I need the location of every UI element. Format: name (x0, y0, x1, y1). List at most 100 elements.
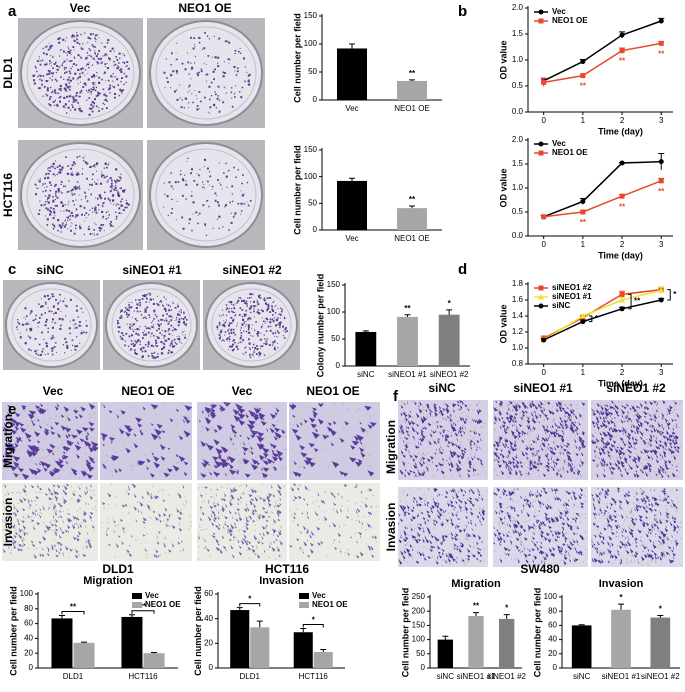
y-tick-label: 0 (29, 663, 34, 672)
legend-label: siNEO1 #2 (552, 283, 592, 292)
y-tick-label: 1.4 (512, 311, 524, 320)
x-tick-label: 2 (620, 240, 625, 249)
column-label: siNC (36, 263, 64, 277)
x-tick-label: siNC (437, 672, 455, 681)
dish-rim (155, 148, 257, 242)
point (619, 297, 626, 303)
error-bar (409, 205, 415, 209)
y-tick-label: 0 (313, 225, 318, 234)
dish (5, 282, 98, 368)
y-tick-label: 40 (204, 614, 213, 623)
significance-bracket (239, 603, 261, 607)
significance-label: ** (409, 195, 416, 204)
dish-rim (211, 288, 292, 362)
error-bar (618, 603, 624, 610)
bar (438, 314, 460, 366)
y-tick-label: 60 (24, 619, 33, 628)
cells (398, 400, 483, 478)
error-bar (503, 614, 510, 619)
row-label: Migration (384, 420, 398, 474)
x-tick-label: Vec (345, 104, 358, 113)
y-tick-label: 1.0 (512, 55, 524, 64)
error-bar (473, 612, 479, 617)
chart-title: Invasion (599, 578, 644, 590)
significance-label: ** (658, 187, 665, 196)
error-bar (657, 614, 664, 618)
point (580, 73, 586, 79)
dish-rim (111, 288, 192, 362)
y-tick-label: 1.2 (512, 327, 524, 336)
error-bar (320, 649, 327, 652)
y-tick-label: 150 (304, 11, 318, 20)
bar (337, 180, 367, 230)
point (541, 79, 547, 85)
y-tick-label: 100 (304, 172, 318, 181)
point (619, 193, 625, 199)
error-bar (128, 614, 135, 617)
significance-label: * (448, 299, 452, 308)
point (580, 209, 586, 215)
x-tick-label: siNEO1 #1 (602, 672, 641, 681)
legend-label: NEO1 OE (145, 600, 181, 609)
bar (293, 632, 313, 668)
y-tick-label: 40 (548, 635, 557, 644)
column-label: siNEO1 #2 (606, 381, 666, 395)
column-label: NEO1 OE (121, 384, 174, 398)
y-tick-label: 0 (209, 663, 214, 672)
y-tick-label: 150 (304, 145, 318, 154)
cell-line-label: HCT116 (265, 562, 309, 576)
y-tick-label: 1.8 (512, 279, 524, 288)
panel-letter: d (458, 261, 467, 278)
row-label: Invasion (1, 498, 15, 547)
x-tick-label: 3 (659, 240, 664, 249)
error-bar (256, 620, 263, 628)
significance-label: * (248, 595, 252, 604)
dish (149, 142, 263, 248)
column-label: siNEO1 #1 (122, 263, 182, 277)
y-tick-label: 1.5 (512, 29, 524, 38)
line (543, 180, 662, 218)
y-tick-label: 60 (548, 621, 557, 630)
y-tick-label: 100 (327, 307, 341, 316)
colonies (117, 292, 188, 359)
point (538, 285, 544, 291)
significance-label: * (505, 604, 509, 613)
x-axis-label: Time (day) (598, 126, 643, 136)
significance-label: ** (619, 57, 626, 66)
x-tick-label: 2 (620, 116, 625, 125)
legend-label: NEO1 OE (552, 16, 588, 25)
error-bar (300, 628, 307, 633)
bar (397, 208, 427, 230)
micrograph (289, 483, 380, 561)
column-label: Vec (43, 384, 64, 398)
column-label: Vec (232, 384, 253, 398)
bar (611, 609, 631, 668)
micrograph (398, 400, 488, 480)
point (538, 303, 544, 309)
column-label: siNC (428, 381, 456, 395)
error-bar (362, 330, 369, 332)
dish-rim (26, 26, 135, 120)
error-bar (349, 43, 355, 49)
legend-label: NEO1 OE (312, 600, 348, 609)
chart-title: Migration (451, 578, 501, 590)
y-tick-label: 1.0 (512, 183, 524, 192)
x-tick-label: HCT116 (299, 672, 329, 681)
panel-letter: e (8, 401, 16, 418)
significance-label: ** (473, 602, 480, 611)
x-tick-label: 1 (581, 368, 586, 377)
y-tick-label: 0.5 (512, 81, 524, 90)
line (543, 160, 662, 218)
colonies (216, 293, 288, 358)
pores (591, 400, 682, 480)
bar (250, 627, 270, 668)
cells (591, 400, 680, 479)
error-bar (442, 635, 449, 640)
error-bar (58, 614, 65, 619)
column-label: siNEO1 #2 (222, 263, 282, 277)
point (619, 32, 625, 38)
panel-letter: c (8, 261, 16, 278)
y-axis-label: Cell number per field (533, 588, 543, 678)
y-axis-label: Colony number per field (316, 274, 326, 378)
